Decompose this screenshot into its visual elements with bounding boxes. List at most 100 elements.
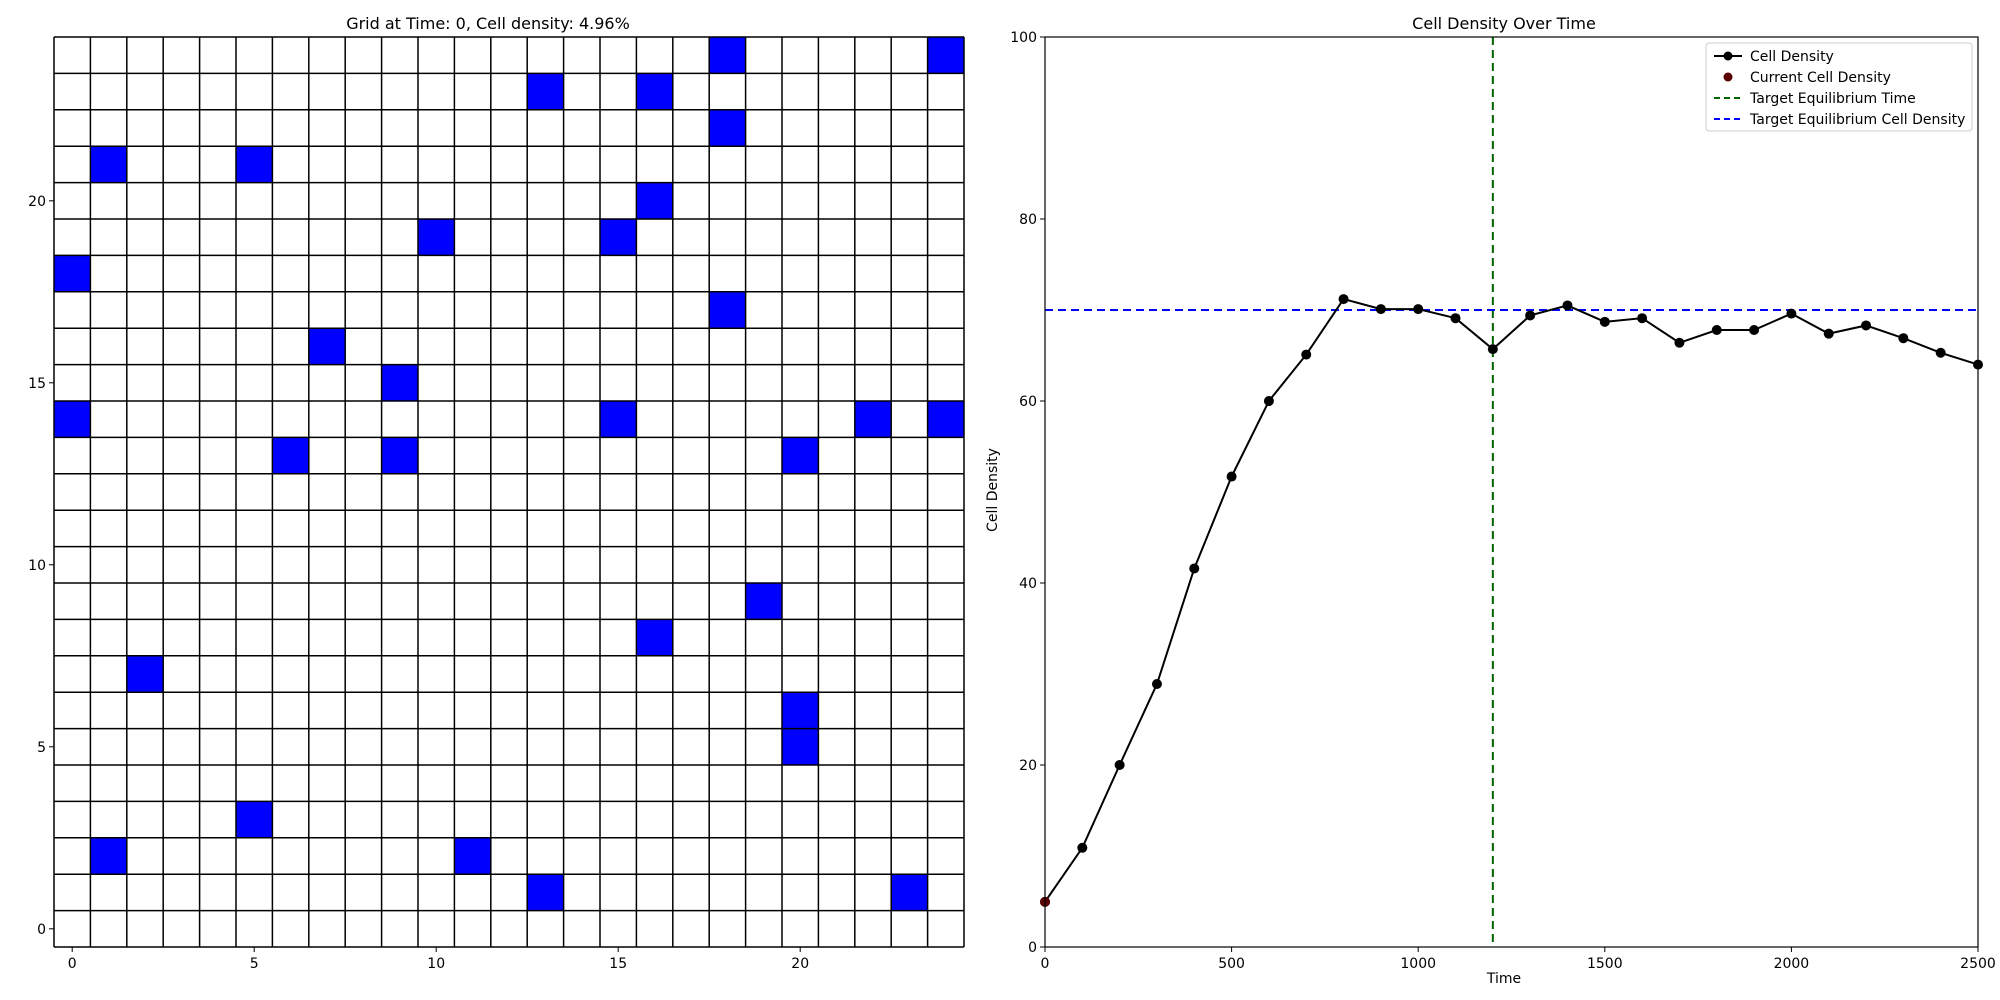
legend-target-equilibrium-time-label: Target Equilibrium Time [1749, 91, 1916, 107]
y-tick-label: 0 [1028, 940, 1037, 956]
cell-density-point [1637, 313, 1648, 324]
legend-current-cell-density-marker [1723, 72, 1733, 82]
line-x-ticks: 0 500 1000 1500 2000 2500 [1041, 947, 1996, 972]
occupied-cell [90, 837, 127, 875]
occupied-cell [854, 401, 892, 438]
occupied-cell [600, 401, 637, 438]
occupied-cell [236, 801, 273, 838]
x-tick-label: 2000 [1774, 956, 1810, 972]
y-tick-label: 5 [37, 740, 46, 756]
grid-x-ticks: 0 5 10 15 20 [68, 947, 809, 972]
occupied-cell [709, 37, 746, 74]
occupied-cell [418, 219, 455, 256]
y-tick-label: 80 [1019, 212, 1037, 228]
cell-density-point [1263, 396, 1274, 406]
legend-current-cell-density-label: Current Cell Density [1750, 70, 1891, 86]
occupied-cell [272, 437, 309, 474]
occupied-cell [54, 401, 91, 438]
y-tick-label: 100 [1010, 30, 1037, 46]
cell-density-point [1525, 310, 1536, 321]
cell-density-point [1823, 328, 1834, 339]
cell-density-point [1151, 679, 1162, 690]
cell-density-point [1898, 333, 1909, 344]
occupied-cell [927, 37, 964, 74]
y-tick-label: 15 [28, 376, 46, 392]
x-tick-label: 2500 [1960, 956, 1996, 972]
line-series [1040, 294, 1983, 907]
legend-cell-density-label: Cell Density [1750, 49, 1834, 65]
x-tick-label: 20 [791, 956, 809, 972]
line-y-ticks: 0 20 40 60 80 100 [1010, 30, 1045, 956]
reference-lines [1045, 37, 1978, 947]
grid-lines [53, 36, 965, 948]
cell-density-point [1413, 304, 1424, 315]
cell-density-point [1487, 344, 1498, 355]
cell-density-point [1114, 760, 1125, 770]
grid-panel: Grid at Time: 0, Cell density: 4.96% 0 5 1… [28, 14, 965, 972]
cell-density-point [1301, 349, 1312, 360]
x-tick-label: 0 [1041, 956, 1050, 972]
cell-density-point [1450, 313, 1461, 324]
occupied-cell [308, 328, 346, 365]
y-tick-label: 0 [37, 922, 46, 938]
grid-cells [54, 37, 964, 947]
cell-density-point [1562, 300, 1573, 311]
occupied-cell [709, 291, 746, 329]
cell-density-point [1786, 308, 1797, 319]
occupied-cell [381, 437, 418, 474]
x-tick-label: 5 [250, 956, 259, 972]
occupied-cell [454, 837, 491, 875]
occupied-cell [709, 109, 746, 147]
grid-y-ticks: 0 5 10 15 20 [28, 194, 54, 938]
line-chart-title: Cell Density Over Time [1412, 14, 1596, 33]
x-tick-label: 1000 [1400, 956, 1436, 972]
legend: Cell Density Current Cell Density Target E… [1705, 42, 1973, 132]
occupied-cell [927, 401, 964, 438]
legend-box [1705, 42, 1973, 132]
grid-title: Grid at Time: 0, Cell density: 4.96% [346, 14, 630, 33]
cell-density-point [1375, 304, 1386, 315]
y-tick-label: 20 [28, 194, 46, 210]
cell-density-line [1044, 297, 1979, 903]
x-tick-label: 500 [1218, 956, 1245, 972]
y-axis-label: Cell Density [985, 448, 1001, 532]
cell-density-point [1338, 294, 1349, 305]
cell-density-point [1711, 325, 1722, 336]
occupied-cell [126, 655, 164, 693]
x-axis-label: Time [1486, 971, 1521, 987]
x-tick-label: 1500 [1587, 956, 1623, 972]
occupied-cell [782, 437, 819, 474]
occupied-cell [636, 619, 673, 656]
line-axes [1044, 36, 1979, 948]
occupied-cell [636, 182, 673, 219]
occupied-cell [527, 874, 564, 911]
cell-density-point [1226, 471, 1237, 482]
legend-cell-density-marker [1723, 51, 1733, 61]
y-tick-label: 60 [1019, 394, 1037, 410]
cell-density-point [1674, 337, 1685, 348]
occupied-cell [54, 255, 91, 292]
occupied-cell [745, 583, 782, 620]
legend-target-equilibrium-cell-density-label: Target Equilibrium Cell Density [1749, 112, 1965, 128]
x-tick-label: 0 [68, 956, 77, 972]
x-tick-label: 10 [427, 956, 445, 972]
cell-density-point [1189, 563, 1200, 574]
occupied-cell [782, 692, 819, 729]
x-tick-label: 15 [609, 956, 627, 972]
occupied-cell [90, 146, 127, 183]
cell-density-point [1749, 325, 1760, 336]
occupied-cell [782, 728, 819, 765]
occupied-cell [527, 73, 564, 110]
cell-density-point [1935, 347, 1946, 358]
cell-density-point [1861, 320, 1872, 331]
occupied-cell [636, 73, 673, 110]
y-tick-label: 20 [1019, 758, 1037, 774]
y-tick-label: 40 [1019, 576, 1037, 592]
occupied-cell [236, 146, 273, 183]
cell-density-point [1599, 316, 1610, 327]
occupied-cell [600, 219, 637, 256]
plot-frame [1044, 36, 1979, 948]
occupied-cell [381, 364, 418, 401]
y-tick-label: 10 [28, 558, 46, 574]
